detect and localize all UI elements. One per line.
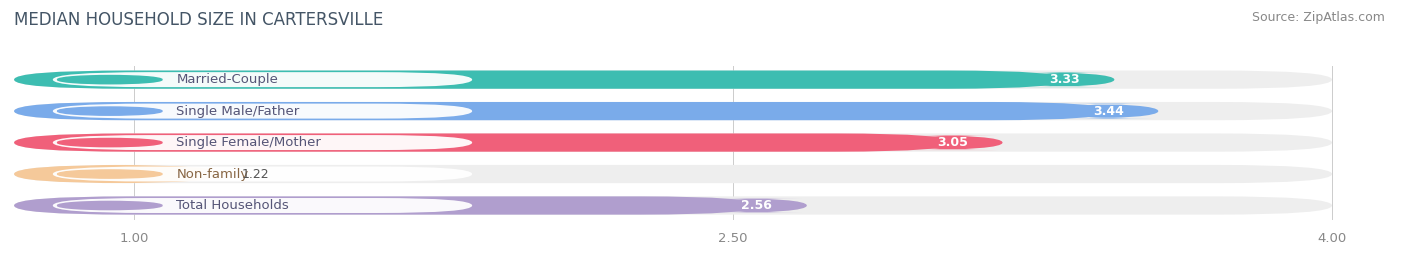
Text: Single Female/Mother: Single Female/Mother (176, 136, 321, 149)
Circle shape (58, 107, 162, 115)
Text: 1.22: 1.22 (242, 168, 270, 180)
FancyBboxPatch shape (53, 72, 472, 87)
Text: Married-Couple: Married-Couple (176, 73, 278, 86)
FancyBboxPatch shape (707, 198, 807, 213)
Text: 3.33: 3.33 (1049, 73, 1080, 86)
Circle shape (58, 170, 162, 178)
FancyBboxPatch shape (14, 102, 1331, 120)
FancyBboxPatch shape (1015, 72, 1115, 87)
FancyBboxPatch shape (14, 165, 222, 183)
FancyBboxPatch shape (14, 133, 953, 152)
FancyBboxPatch shape (14, 70, 1331, 89)
Text: 2.56: 2.56 (741, 199, 772, 212)
FancyBboxPatch shape (53, 167, 472, 182)
FancyBboxPatch shape (14, 102, 1108, 120)
FancyBboxPatch shape (53, 104, 472, 119)
Text: Source: ZipAtlas.com: Source: ZipAtlas.com (1251, 11, 1385, 24)
Text: 3.44: 3.44 (1092, 105, 1123, 118)
FancyBboxPatch shape (53, 135, 472, 150)
FancyBboxPatch shape (14, 196, 756, 215)
Text: Total Households: Total Households (176, 199, 290, 212)
Text: MEDIAN HOUSEHOLD SIZE IN CARTERSVILLE: MEDIAN HOUSEHOLD SIZE IN CARTERSVILLE (14, 11, 384, 29)
Circle shape (58, 201, 162, 210)
FancyBboxPatch shape (1059, 104, 1159, 119)
FancyBboxPatch shape (14, 165, 1331, 183)
FancyBboxPatch shape (14, 70, 1064, 89)
Circle shape (58, 139, 162, 147)
FancyBboxPatch shape (53, 198, 472, 213)
FancyBboxPatch shape (14, 196, 1331, 215)
Text: Non-family: Non-family (176, 168, 249, 180)
Text: 3.05: 3.05 (938, 136, 969, 149)
FancyBboxPatch shape (14, 133, 1331, 152)
Circle shape (58, 76, 162, 84)
Text: Single Male/Father: Single Male/Father (176, 105, 299, 118)
FancyBboxPatch shape (903, 135, 1002, 150)
